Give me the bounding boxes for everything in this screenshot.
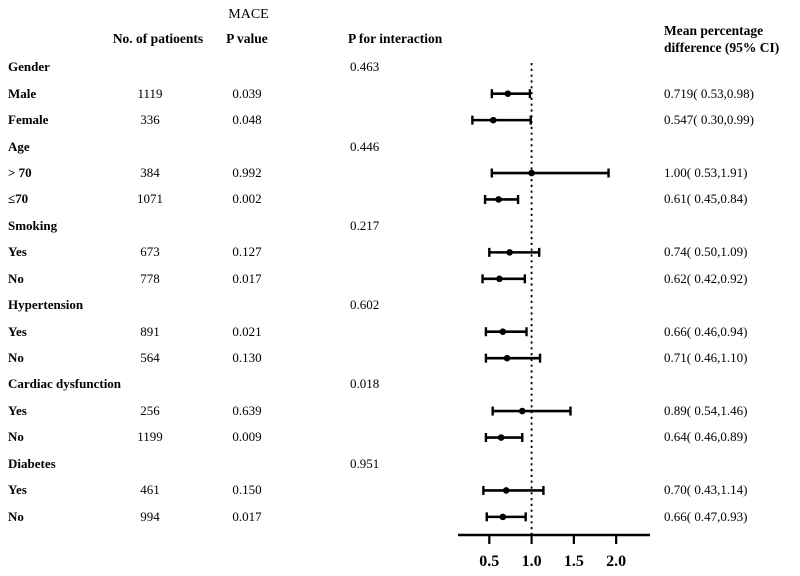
item-row-age-over-70: > 70 384 0.992 1.00( 0.53,1.91) [0, 160, 800, 186]
row-label: Yes [8, 323, 27, 339]
column-header-effect: Mean percentage difference (95% CI) [664, 23, 780, 55]
column-header-p-interaction: P for interaction [348, 31, 443, 46]
p-value: 0.127 [232, 244, 262, 260]
item-row-smoking-yes: Yes 673 0.127 0.74( 0.50,1.09) [0, 239, 800, 265]
p-value: 0.017 [232, 508, 262, 524]
row-label: Male [8, 85, 37, 101]
p-value: 0.639 [232, 402, 262, 418]
group-row-diabetes: Diabetes 0.951 [0, 451, 800, 477]
n-patients-value: 891 [140, 323, 160, 339]
item-row-diabetes-no: No 994 0.017 0.66( 0.47,0.93) [0, 503, 800, 529]
p-value: 0.039 [232, 85, 262, 101]
item-row-cardiac-yes: Yes 256 0.639 0.89( 0.54,1.46) [0, 398, 800, 424]
row-label: No [8, 429, 24, 445]
group-row-gender: Gender 0.463 [0, 54, 800, 80]
item-row-age-under-70: ≤70 1071 0.002 0.61( 0.45,0.84) [0, 186, 800, 212]
effect-ci-text: 0.66( 0.47,0.93) [664, 508, 748, 524]
p-interaction-value: 0.463 [350, 59, 380, 75]
group-row-age: Age 0.446 [0, 133, 800, 159]
group-label: Diabetes [8, 455, 56, 471]
axis-tick-label: 0.5 [479, 553, 499, 570]
row-label: > 70 [8, 164, 32, 180]
effect-ci-text: 0.547( 0.30,0.99) [664, 112, 754, 128]
effect-ci-text: 0.62( 0.42,0.92) [664, 270, 748, 286]
p-value: 0.002 [232, 191, 262, 207]
n-patients-value: 384 [140, 164, 160, 180]
n-patients-value: 1071 [137, 191, 163, 207]
n-patients-value: 564 [140, 350, 160, 366]
group-label: Cardiac dysfunction [8, 376, 122, 392]
effect-ci-text: 0.70( 0.43,1.14) [664, 482, 748, 498]
p-value: 0.992 [232, 164, 262, 180]
p-interaction-value: 0.217 [350, 217, 380, 233]
group-label: Hypertension [8, 297, 84, 313]
item-row-female: Female 336 0.048 0.547( 0.30,0.99) [0, 107, 800, 133]
n-patients-value: 336 [140, 112, 160, 128]
item-row-cardiac-no: No 1199 0.009 0.64( 0.46,0.89) [0, 424, 800, 450]
effect-ci-text: 1.00( 0.53,1.91) [664, 164, 748, 180]
p-interaction-value: 0.446 [350, 138, 380, 154]
item-row-hypertension-no: No 564 0.130 0.71( 0.46,1.10) [0, 345, 800, 371]
row-label: Yes [8, 482, 27, 498]
group-label: Smoking [8, 217, 58, 233]
n-patients-value: 1199 [137, 429, 163, 445]
n-patients-value: 673 [140, 244, 160, 260]
group-row-cardiac-dysfunction: Cardiac dysfunction 0.018 [0, 371, 800, 397]
p-interaction-value: 0.018 [350, 376, 380, 392]
p-value: 0.009 [232, 429, 262, 445]
row-label: No [8, 508, 24, 524]
effect-ci-text: 0.89( 0.54,1.46) [664, 402, 748, 418]
p-value: 0.048 [232, 112, 262, 128]
axis-tick-label: 2.0 [606, 553, 626, 570]
n-patients-value: 1119 [137, 85, 163, 101]
p-interaction-value: 0.602 [350, 297, 380, 313]
group-row-hypertension: Hypertension 0.602 [0, 292, 800, 318]
column-header-p-value: P value [226, 31, 268, 46]
p-value: 0.017 [232, 270, 262, 286]
item-row-diabetes-yes: Yes 461 0.150 0.70( 0.43,1.14) [0, 477, 800, 503]
p-value: 0.150 [232, 482, 262, 498]
row-label: No [8, 270, 24, 286]
effect-ci-text: 0.64( 0.46,0.89) [664, 429, 748, 445]
n-patients-value: 994 [140, 508, 160, 524]
column-header-patients: No. of patioents [112, 31, 204, 46]
effect-ci-text: 0.61( 0.45,0.84) [664, 191, 748, 207]
p-value: 0.130 [232, 350, 262, 366]
row-label: ≤70 [8, 191, 29, 207]
n-patients-value: 778 [140, 270, 160, 286]
row-label: Female [8, 112, 49, 128]
row-label: No [8, 350, 24, 366]
group-row-smoking: Smoking 0.217 [0, 213, 800, 239]
row-label: Yes [8, 402, 27, 418]
p-interaction-value: 0.951 [350, 455, 380, 471]
item-row-male: Male 1119 0.039 0.719( 0.53,0.98) [0, 80, 800, 106]
item-row-hypertension-yes: Yes 891 0.021 0.66( 0.46,0.94) [0, 318, 800, 344]
axis-tick-label: 1.0 [522, 553, 542, 570]
figure-title: MACE [228, 7, 269, 22]
row-label: Yes [8, 244, 27, 260]
n-patients-value: 256 [140, 402, 160, 418]
effect-ci-text: 0.66( 0.46,0.94) [664, 323, 748, 339]
effect-ci-text: 0.719( 0.53,0.98) [664, 85, 754, 101]
subgroup-table: Gender 0.463 Male 1119 0.039 0.719( 0.53… [0, 54, 800, 530]
group-label: Age [8, 138, 30, 154]
group-label: Gender [8, 59, 50, 75]
effect-ci-text: 0.74( 0.50,1.09) [664, 244, 748, 260]
n-patients-value: 461 [140, 482, 160, 498]
effect-ci-text: 0.71( 0.46,1.10) [664, 350, 748, 366]
p-value: 0.021 [232, 323, 262, 339]
item-row-smoking-no: No 778 0.017 0.62( 0.42,0.92) [0, 266, 800, 292]
axis-tick-label: 1.5 [564, 553, 584, 570]
